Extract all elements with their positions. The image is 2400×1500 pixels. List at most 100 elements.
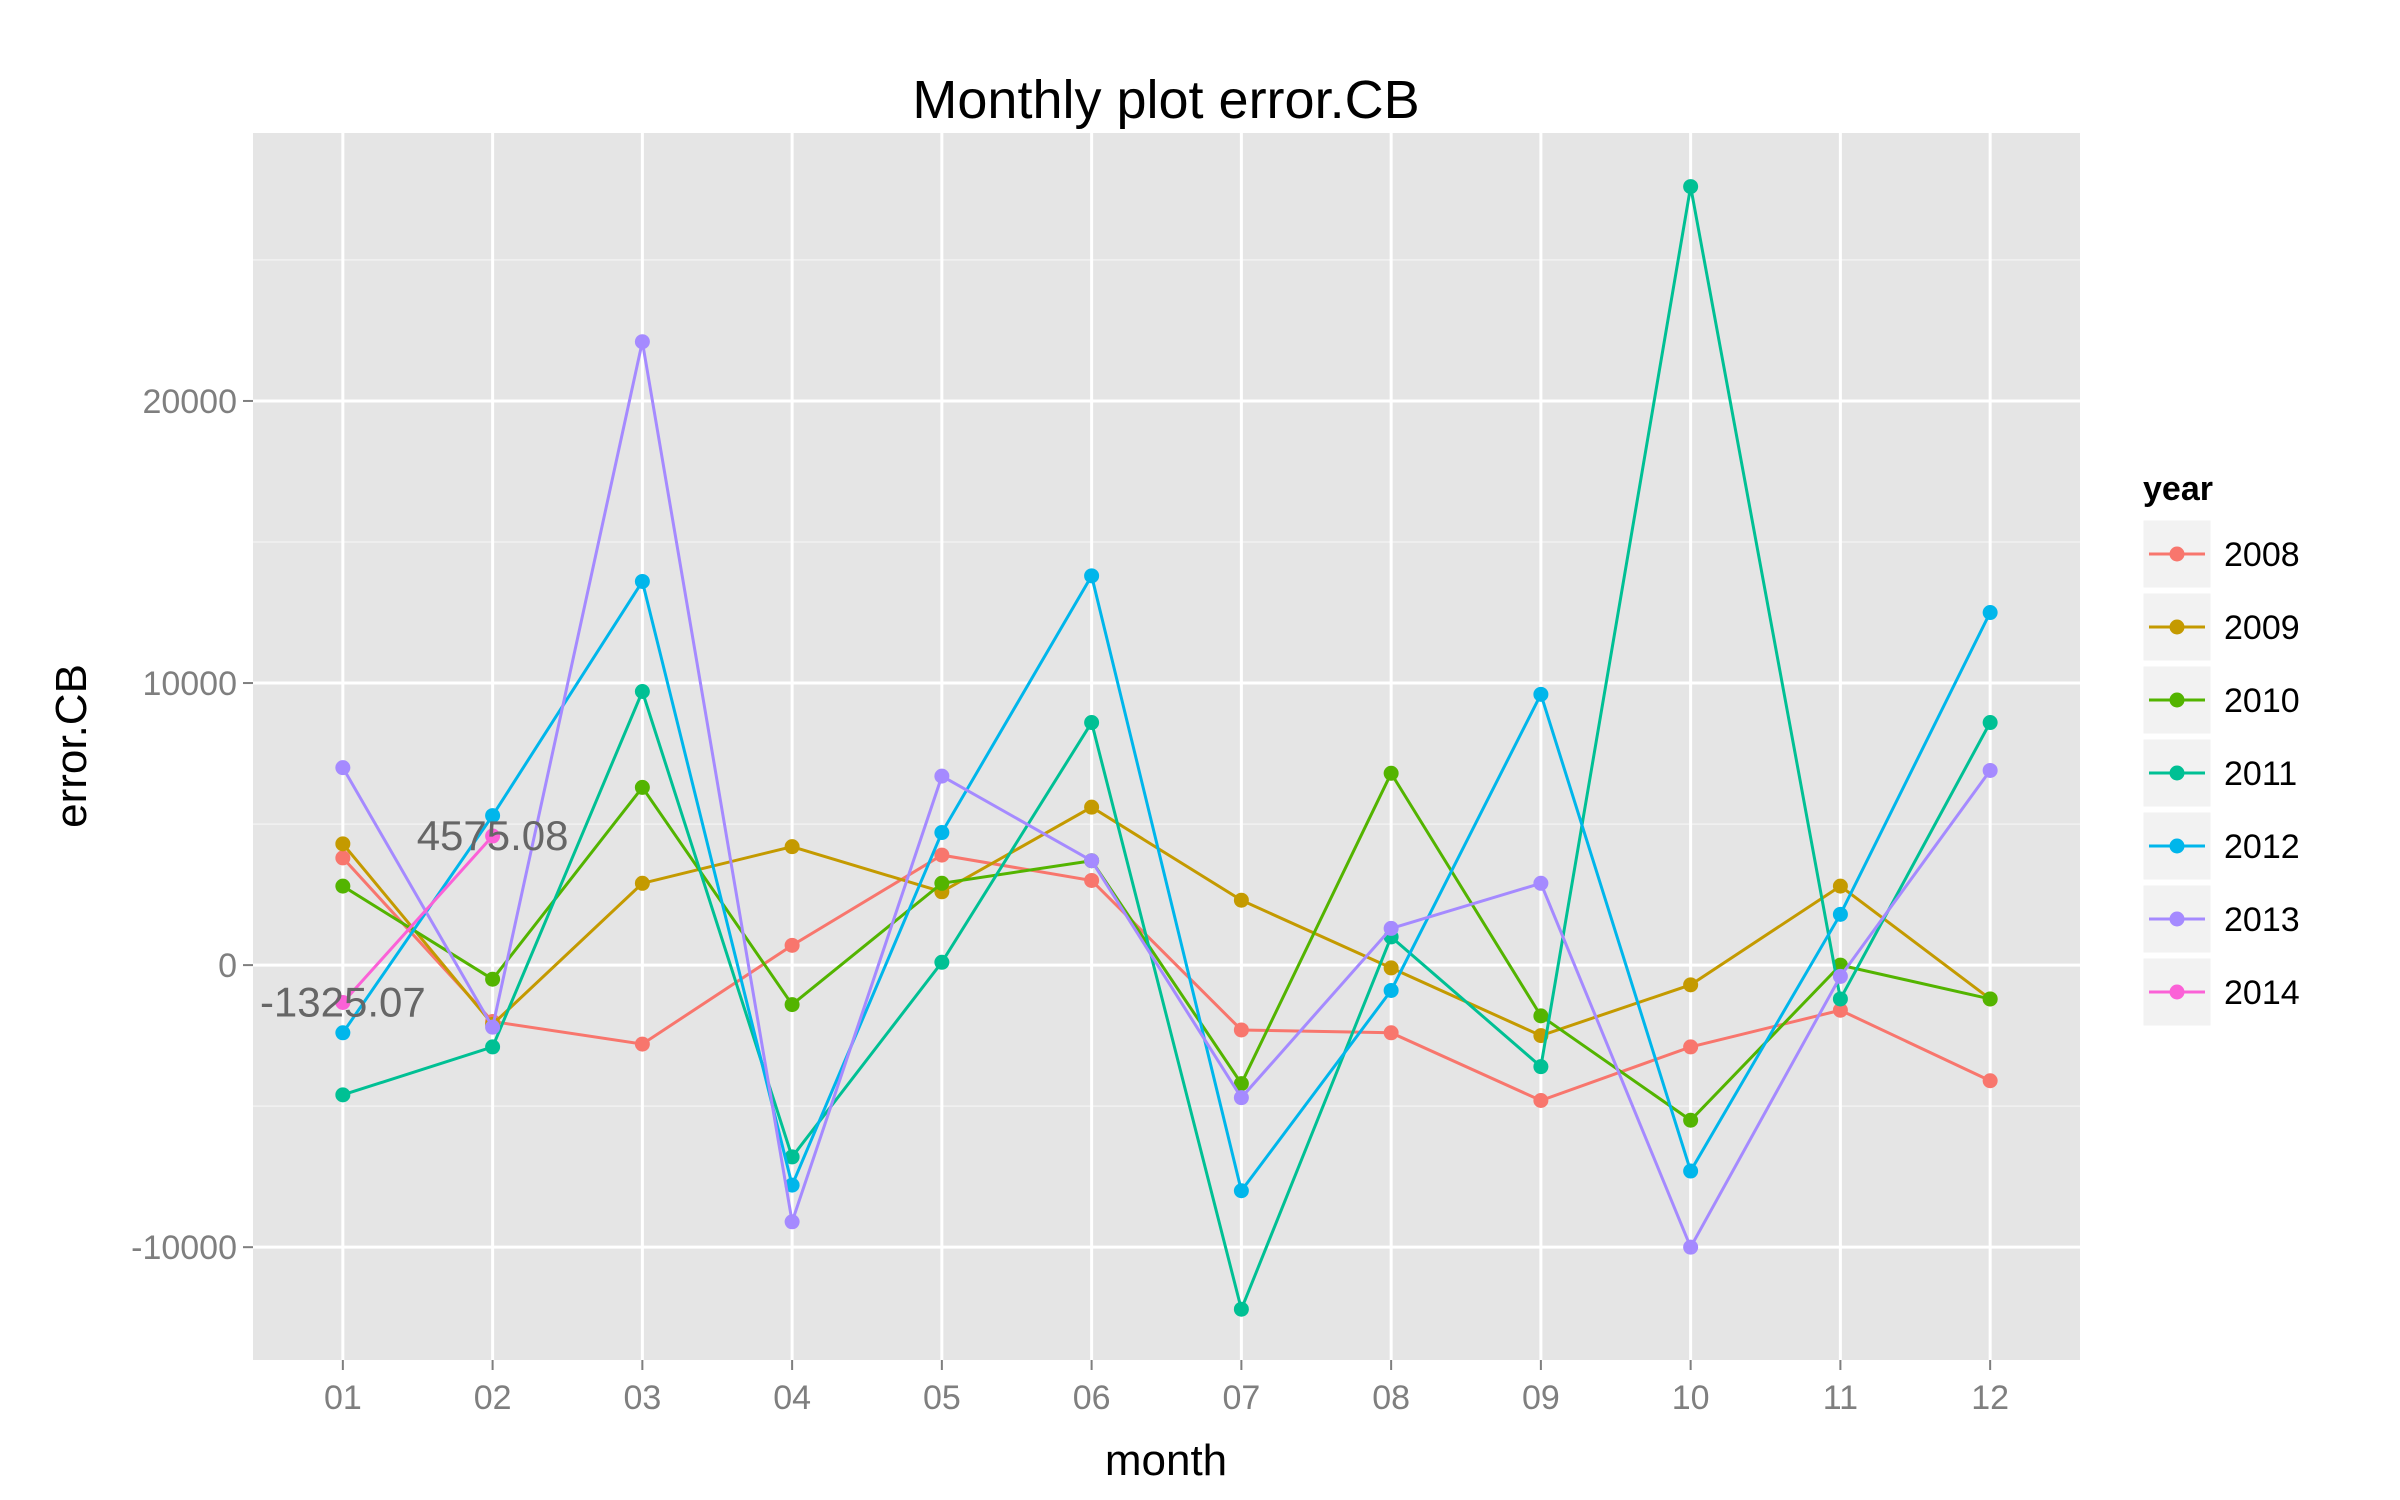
data-point	[634, 1036, 650, 1052]
legend-label: 2013	[2224, 901, 2300, 939]
data-point	[1233, 892, 1249, 908]
data-point	[1683, 1239, 1699, 1255]
legend-item-2010: 2010	[2142, 665, 2300, 735]
data-point	[335, 1025, 351, 1041]
series-2011	[335, 179, 1998, 1317]
data-point	[1533, 686, 1549, 702]
legend-label: 2014	[2224, 974, 2300, 1012]
chart-title: Monthly plot error.CB	[912, 70, 1419, 130]
legend-key-point	[2169, 984, 2185, 1000]
data-point	[1683, 1039, 1699, 1055]
data-point	[1233, 1076, 1249, 1092]
series-line-2011	[342, 186, 1992, 1315]
data-point	[1982, 762, 1998, 778]
x-tick-label: 08	[1372, 1379, 1410, 1417]
x-tick-label: 02	[474, 1379, 512, 1417]
series-line-2012	[341, 571, 1992, 1195]
data-point	[1683, 1163, 1699, 1179]
data-point	[934, 825, 950, 841]
y-tick-label: 0	[218, 947, 237, 985]
data-point	[1683, 977, 1699, 993]
data-point	[1533, 1059, 1549, 1075]
data-point	[335, 850, 351, 866]
data-point	[1233, 1022, 1249, 1038]
x-tick-label: 10	[1672, 1379, 1710, 1417]
data-point	[1383, 960, 1399, 976]
data-point	[634, 334, 650, 350]
legend-label: 2008	[2224, 536, 2300, 574]
data-point	[1982, 991, 1998, 1007]
legend-key-point	[2169, 692, 2185, 708]
data-point	[1383, 920, 1399, 936]
data-point	[1233, 1301, 1249, 1317]
series-layer	[335, 179, 1998, 1317]
series-2012	[335, 568, 1998, 1199]
data-point	[934, 954, 950, 970]
legend-items: 2008 2009 2010 2011 2012 2013 2014	[2142, 519, 2300, 1027]
legend-item-2011: 2011	[2142, 738, 2297, 808]
y-axis-title: error.CB	[47, 664, 96, 828]
data-point	[634, 779, 650, 795]
data-point	[1533, 875, 1549, 891]
series-2013	[335, 334, 1998, 1255]
data-point	[1233, 1090, 1249, 1106]
data-point	[1683, 179, 1699, 195]
y-axis-ticks: -10000 0 10000 20000	[131, 383, 253, 1267]
legend-key-point	[2169, 619, 2185, 635]
y-tick-label: 20000	[142, 383, 237, 421]
minor-gridlines	[253, 259, 2080, 1107]
x-tick-label: 09	[1522, 1379, 1560, 1417]
legend-item-2008: 2008	[2142, 519, 2300, 589]
x-tick-label: 07	[1222, 1379, 1260, 1417]
data-point	[1982, 605, 1998, 621]
legend-item-2014: 2014	[2142, 957, 2300, 1027]
data-point	[1084, 568, 1100, 584]
data-point	[1533, 1008, 1549, 1024]
data-point	[485, 1039, 501, 1055]
plot-panel	[253, 133, 2080, 1360]
series-2014	[335, 828, 501, 1010]
legend-key-point	[2169, 765, 2185, 781]
legend-key-point	[2169, 911, 2185, 927]
data-point	[784, 1214, 800, 1230]
data-point	[634, 683, 650, 699]
legend-label: 2012	[2224, 828, 2300, 866]
x-tick-label: 03	[623, 1379, 661, 1417]
x-tick-label: 05	[923, 1379, 961, 1417]
data-point	[1084, 715, 1100, 731]
data-point	[1832, 991, 1848, 1007]
data-point	[934, 847, 950, 863]
data-point	[485, 828, 501, 844]
x-axis-title: month	[1105, 1436, 1227, 1485]
data-point	[1832, 1002, 1848, 1018]
annotation-layer: -1325.07 4575.08	[260, 812, 569, 1025]
legend-title: year	[2143, 470, 2213, 508]
data-label: -1325.07	[260, 978, 426, 1025]
series-line-2013	[341, 341, 1992, 1251]
x-axis-ticks: 01 02 03 04 05 06 07 08 09 10 11 12	[324, 1360, 2009, 1417]
data-point	[1084, 853, 1100, 869]
data-point	[784, 997, 800, 1013]
data-point	[1982, 1073, 1998, 1089]
data-point	[1832, 906, 1848, 922]
data-point	[485, 1019, 501, 1035]
series-line-2009	[341, 805, 1992, 1038]
x-tick-label: 06	[1073, 1379, 1111, 1417]
legend-key-point	[2169, 838, 2185, 854]
series-line-2014	[341, 835, 494, 1004]
series-line-2008	[341, 853, 1991, 1103]
data-point	[1383, 982, 1399, 998]
data-point	[1084, 799, 1100, 815]
data-point	[485, 971, 501, 987]
data-point	[1533, 1092, 1549, 1108]
data-point	[1383, 1025, 1399, 1041]
data-point	[1683, 1112, 1699, 1128]
legend-label: 2010	[2224, 682, 2300, 720]
data-point	[335, 1087, 351, 1103]
y-tick-label: 10000	[142, 665, 237, 703]
data-point	[1832, 968, 1848, 984]
data-point	[1982, 715, 1998, 731]
data-point	[335, 994, 351, 1010]
